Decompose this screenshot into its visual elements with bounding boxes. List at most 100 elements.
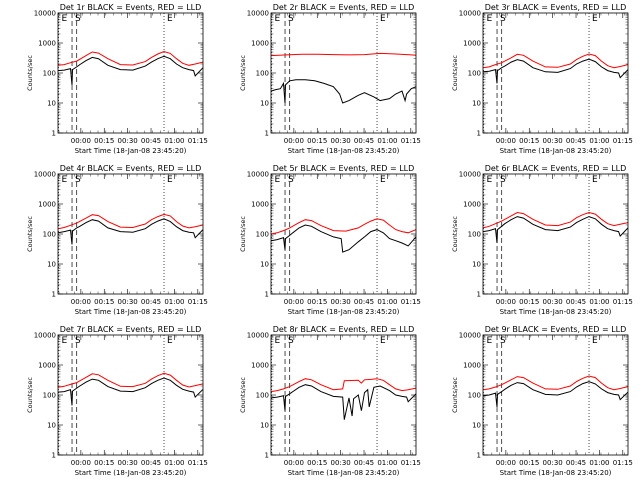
lld-series-line: [58, 213, 203, 230]
x-axis-label: Start Time (18-Jan-08 23:45:20): [75, 308, 187, 316]
y-tick-label: 1: [477, 452, 481, 460]
eclipse-marker-label: E: [167, 14, 173, 24]
x-tick-label: 00:30: [331, 459, 351, 467]
x-tick-label: 01:15: [613, 137, 633, 145]
plot-frame: [482, 334, 629, 456]
x-tick-label: 01:00: [377, 298, 397, 306]
y-tick-label: 1: [265, 291, 269, 299]
x-tick-label: 00:15: [94, 137, 114, 145]
y-axis-label: Counts/sec: [451, 377, 459, 413]
eclipse-marker-label: E: [275, 175, 281, 185]
y-tick-label: 10000: [247, 171, 269, 179]
y-axis-label: Counts/sec: [26, 377, 34, 413]
eclipse-marker-label: E: [592, 336, 598, 346]
lld-series-line: [58, 50, 203, 66]
saa-marker-label: S: [75, 336, 81, 346]
x-tick-label: 00:00: [284, 459, 304, 467]
saa-marker-label: S: [288, 175, 294, 185]
plot-frame: [270, 12, 417, 134]
plot-frame: [482, 173, 629, 295]
eclipse-marker-label: E: [275, 336, 281, 346]
x-tick-label: 00:30: [118, 459, 138, 467]
x-tick-label: 00:00: [496, 459, 516, 467]
x-axis-label: Start Time (18-Jan-08 23:45:20): [500, 308, 612, 316]
y-tick-label: 1000: [463, 40, 481, 48]
detector-panel: Det 9r BLACK = Events, RED = LLD Counts/s…: [451, 325, 633, 477]
x-axis-label: Start Time (18-Jan-08 23:45:20): [288, 308, 400, 316]
x-tick-label: 01:15: [401, 298, 421, 306]
panel-title: Det 1r BLACK = Events, RED = LLD: [60, 3, 202, 12]
y-tick-label: 100: [256, 70, 269, 78]
eclipse-marker-label: E: [62, 336, 68, 346]
panel-title: Det 5r BLACK = Events, RED = LLD: [273, 164, 415, 173]
eclipse-marker-label: E: [167, 336, 173, 346]
y-tick-label: 1000: [463, 201, 481, 209]
events-series-line: [271, 224, 416, 253]
y-tick-label: 100: [468, 231, 481, 239]
saa-marker-label: S: [500, 14, 506, 24]
y-tick-label: 1: [52, 130, 56, 138]
plot-frame: [57, 173, 204, 295]
x-tick-label: 00:00: [284, 137, 304, 145]
x-tick-label: 00:45: [354, 137, 374, 145]
x-tick-label: 00:45: [354, 298, 374, 306]
saa-marker-label: S: [288, 14, 294, 24]
x-tick-label: 01:15: [188, 459, 208, 467]
x-tick-label: 01:00: [164, 459, 184, 467]
x-tick-label: 00:45: [141, 137, 161, 145]
lld-series-line: [483, 375, 628, 391]
x-tick-label: 00:30: [118, 298, 138, 306]
saa-marker-label: S: [75, 14, 81, 24]
x-tick-label: 00:45: [141, 459, 161, 467]
detector-panel: Det 5r BLACK = Events, RED = LLD Counts/s…: [239, 164, 421, 316]
y-tick-label: 10: [260, 422, 269, 430]
x-tick-label: 01:15: [401, 137, 421, 145]
eclipse-marker-label: E: [167, 175, 173, 185]
saa-marker-label: S: [500, 336, 506, 346]
y-tick-label: 10: [472, 422, 481, 430]
eclipse-marker-label: E: [275, 14, 281, 24]
x-tick-label: 00:15: [519, 298, 539, 306]
y-axis-label: Counts/sec: [26, 55, 34, 91]
x-tick-label: 00:15: [519, 137, 539, 145]
x-tick-label: 00:45: [566, 459, 586, 467]
y-axis-label: Counts/sec: [239, 216, 247, 252]
x-tick-label: 01:00: [589, 137, 609, 145]
eclipse-marker-label: E: [380, 175, 386, 185]
y-tick-label: 1: [265, 452, 269, 460]
y-tick-label: 1: [477, 291, 481, 299]
x-tick-label: 00:30: [543, 298, 563, 306]
lld-series-line: [271, 218, 416, 235]
y-tick-label: 10000: [247, 332, 269, 340]
events-series-line: [483, 381, 628, 407]
eclipse-marker-label: E: [487, 336, 493, 346]
lld-series-line: [271, 52, 416, 57]
y-axis-label: Counts/sec: [239, 55, 247, 91]
x-tick-label: 00:15: [94, 298, 114, 306]
x-tick-label: 01:00: [589, 298, 609, 306]
detector-panel: Det 4r BLACK = Events, RED = LLD Counts/s…: [26, 164, 208, 316]
y-tick-label: 1000: [38, 40, 56, 48]
lld-series-line: [271, 378, 416, 393]
y-axis-label: Counts/sec: [239, 377, 247, 413]
x-tick-label: 00:30: [118, 137, 138, 145]
events-series-line: [271, 79, 416, 104]
y-tick-label: 100: [256, 231, 269, 239]
x-tick-label: 00:30: [331, 298, 351, 306]
plot-frame: [270, 173, 417, 295]
x-tick-label: 01:00: [164, 137, 184, 145]
x-axis-label: Start Time (18-Jan-08 23:45:20): [500, 147, 612, 155]
saa-marker-label: S: [500, 175, 506, 185]
x-tick-label: 00:00: [496, 137, 516, 145]
y-tick-label: 1000: [38, 201, 56, 209]
x-tick-label: 00:15: [307, 298, 327, 306]
detector-panel: Det 3r BLACK = Events, RED = LLD Counts/s…: [451, 3, 633, 155]
plot-frame: [57, 334, 204, 456]
y-tick-label: 1000: [463, 362, 481, 370]
y-tick-label: 10000: [459, 10, 481, 18]
y-tick-label: 100: [43, 231, 56, 239]
y-tick-label: 10: [260, 261, 269, 269]
x-tick-label: 00:15: [94, 459, 114, 467]
detector-panel: Det 6r BLACK = Events, RED = LLD Counts/s…: [451, 164, 633, 316]
eclipse-marker-label: E: [487, 14, 493, 24]
